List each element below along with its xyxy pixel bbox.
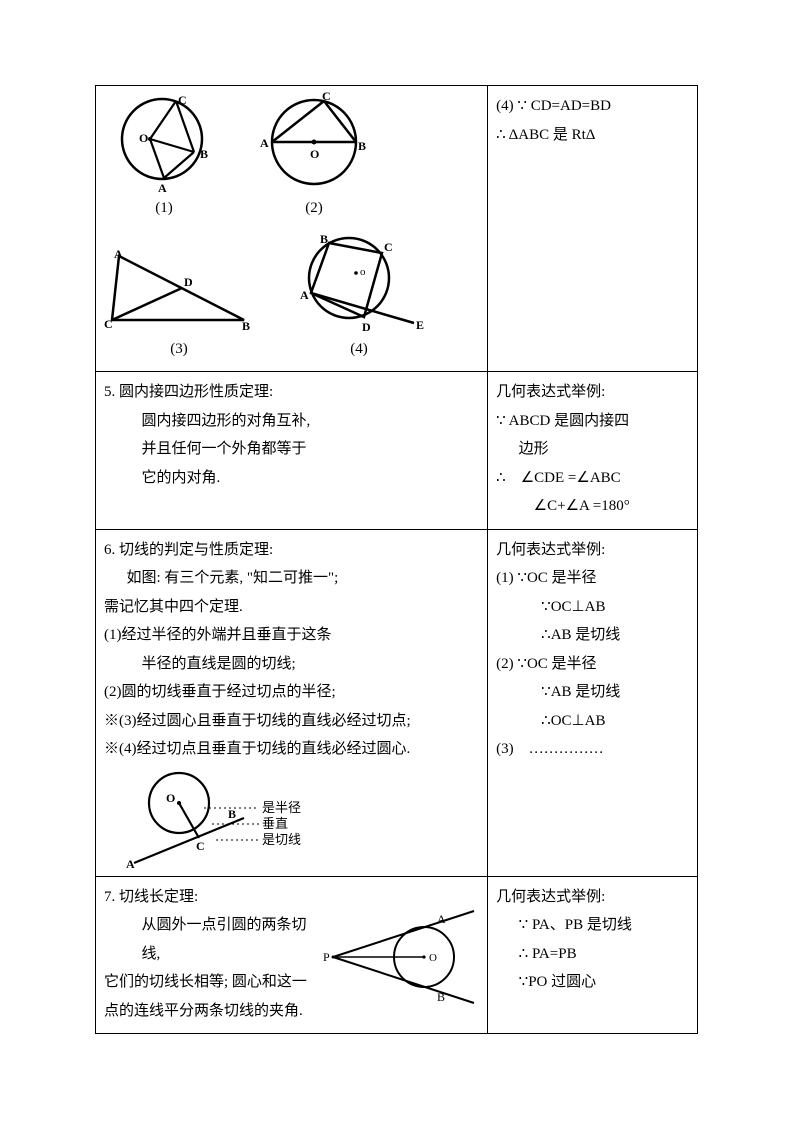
- sec5-l1: 圆内接四边形的对角互补,: [104, 407, 479, 436]
- cap2: (2): [254, 194, 374, 223]
- cap3: (3): [104, 335, 254, 364]
- cap4: (4): [284, 335, 434, 364]
- sec7-r3: ∴ PA=PB: [496, 940, 689, 969]
- fig4: o B C A D E (4): [284, 233, 434, 364]
- sec6-r7: ∴OC⊥AB: [496, 707, 689, 736]
- main-table: O C B A (1) O: [95, 85, 698, 1034]
- sec6-l7: ※(4)经过切点且垂直于切线的直线必经过圆心.: [104, 735, 479, 764]
- sec7-title: 7. 切线长定理:: [104, 883, 310, 912]
- cell-figs-right: (4) ∵ CD=AD=BD ∴ ΔABC 是 RtΔ: [488, 86, 698, 372]
- cell7-left: 7. 切线长定理: 从圆外一点引圆的两条切线, 它们的切线长相等; 圆心和这一 …: [96, 876, 488, 1034]
- svg-text:C: C: [322, 92, 331, 103]
- svg-text:o: o: [360, 266, 366, 278]
- sec7-r1: 几何表达式举例:: [496, 883, 689, 912]
- svg-text:B: B: [437, 990, 445, 1004]
- sec6-r1: 几何表达式举例:: [496, 536, 689, 565]
- cap1: (1): [114, 194, 214, 223]
- lbl-tangent: 是切线: [262, 832, 301, 847]
- svg-text:A: A: [437, 912, 446, 926]
- sec6-l2: 需记忆其中四个定理.: [104, 593, 479, 622]
- sec5-l2: 并且任何一个外角都等于: [104, 435, 479, 464]
- svg-text:D: D: [362, 320, 371, 333]
- cell5-left: 5. 圆内接四边形性质定理: 圆内接四边形的对角互补, 并且任何一个外角都等于 …: [96, 372, 488, 530]
- cell7-right: 几何表达式举例: ∵ PA、PB 是切线 ∴ PA=PB ∵PO 过圆心: [488, 876, 698, 1034]
- svg-text:B: B: [358, 139, 366, 153]
- cell6-left: 6. 切线的判定与性质定理: 如图: 有三个元素, "知二可推一"; 需记忆其中…: [96, 529, 488, 876]
- sec6-l1: 如图: 有三个元素, "知二可推一";: [104, 564, 479, 593]
- svg-text:C: C: [196, 839, 205, 853]
- sec6-l3: (1)经过半径的外端并且垂直于这条: [104, 621, 479, 650]
- r4-line2: ∴ ΔABC 是 RtΔ: [496, 121, 689, 150]
- sec5-r3: 边形: [496, 435, 689, 464]
- sec7-r4: ∵PO 过圆心: [496, 968, 689, 997]
- sec6-l6: ※(3)经过圆心且垂直于切线的直线必经过切点;: [104, 707, 479, 736]
- sec7-l2: 它们的切线长相等; 圆心和这一: [104, 968, 310, 997]
- cell6-right: 几何表达式举例: (1) ∵OC 是半径 ∵OC⊥AB ∴AB 是切线 (2) …: [488, 529, 698, 876]
- svg-text:B: B: [242, 319, 250, 333]
- sec5-title: 5. 圆内接四边形性质定理:: [104, 378, 479, 407]
- sec7-l1: 从圆外一点引圆的两条切线,: [104, 911, 310, 968]
- svg-text:O: O: [166, 791, 175, 805]
- sec7-r2: ∵ PA、PB 是切线: [496, 911, 689, 940]
- sec6-fig: O A B C 是半径 垂直 是切线: [104, 768, 479, 868]
- sec7-fig: O P A B: [319, 909, 479, 1004]
- sec5-r2: ∵ ABCD 是圆内接四: [496, 407, 689, 436]
- sec6-r5: (2) ∵OC 是半径: [496, 650, 689, 679]
- svg-text:A: A: [114, 248, 123, 261]
- lbl-radius: 是半径: [262, 800, 301, 815]
- svg-text:E: E: [416, 318, 424, 332]
- lbl-perp: 垂直: [262, 816, 288, 831]
- svg-text:A: A: [300, 288, 309, 302]
- cell-figs: O C B A (1) O: [96, 86, 488, 372]
- svg-text:P: P: [323, 950, 330, 964]
- svg-text:O: O: [310, 147, 319, 161]
- svg-text:A: A: [260, 136, 269, 150]
- svg-text:B: B: [320, 233, 328, 246]
- svg-text:D: D: [184, 275, 193, 289]
- svg-text:C: C: [104, 317, 113, 331]
- sec6-r8: (3) ……………: [496, 735, 689, 764]
- svg-text:C: C: [384, 240, 393, 254]
- svg-text:O: O: [429, 952, 437, 964]
- fig3: A C B D (3): [104, 248, 254, 364]
- svg-text:O: O: [139, 131, 148, 145]
- sec6-l4: 半径的直线是圆的切线;: [104, 650, 479, 679]
- sec6-l5: (2)圆的切线垂直于经过切点的半径;: [104, 678, 479, 707]
- svg-text:B: B: [228, 807, 236, 821]
- sec7-l3: 点的连线平分两条切线的夹角.: [104, 997, 310, 1026]
- svg-text:A: A: [126, 857, 135, 868]
- sec6-r4: ∴AB 是切线: [496, 621, 689, 650]
- sec5-r5: ∠C+∠A =180°: [496, 492, 689, 521]
- sec6-r6: ∵AB 是切线: [496, 678, 689, 707]
- sec5-r4: ∴ ∠CDE =∠ABC: [496, 464, 689, 493]
- sec6-title: 6. 切线的判定与性质定理:: [104, 536, 479, 565]
- sec5-r1: 几何表达式举例:: [496, 378, 689, 407]
- sec5-l3: 它的内对角.: [104, 464, 479, 493]
- svg-text:C: C: [178, 93, 187, 107]
- sec6-r3: ∵OC⊥AB: [496, 593, 689, 622]
- cell5-right: 几何表达式举例: ∵ ABCD 是圆内接四 边形 ∴ ∠CDE =∠ABC ∠C…: [488, 372, 698, 530]
- fig1: O C B A (1): [114, 92, 214, 223]
- fig2: O A B C (2): [254, 92, 374, 223]
- svg-text:A: A: [158, 181, 167, 192]
- svg-text:B: B: [200, 147, 208, 161]
- sec6-r2: (1) ∵OC 是半径: [496, 564, 689, 593]
- r4-line1: (4) ∵ CD=AD=BD: [496, 92, 689, 121]
